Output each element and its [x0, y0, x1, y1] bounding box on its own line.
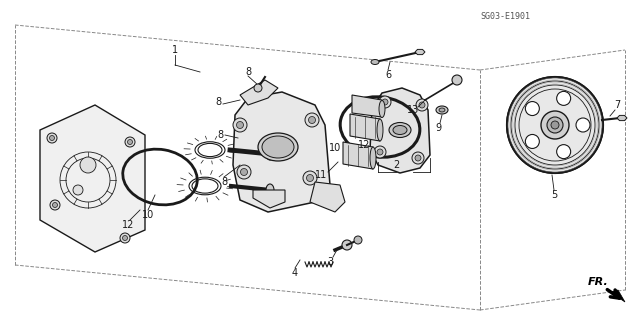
Ellipse shape — [371, 60, 379, 65]
Circle shape — [123, 236, 128, 241]
Circle shape — [525, 134, 539, 148]
Circle shape — [412, 152, 424, 164]
Text: SG03-E1901: SG03-E1901 — [480, 12, 530, 20]
Circle shape — [52, 203, 58, 207]
Text: 7: 7 — [614, 100, 620, 110]
Circle shape — [374, 146, 386, 158]
Circle shape — [541, 111, 569, 139]
Text: 8: 8 — [245, 67, 251, 77]
Ellipse shape — [393, 125, 407, 134]
Circle shape — [452, 75, 462, 85]
Circle shape — [507, 77, 603, 173]
Text: 6: 6 — [385, 70, 391, 80]
Text: 8: 8 — [221, 177, 227, 187]
Polygon shape — [310, 182, 345, 212]
Circle shape — [80, 157, 96, 173]
Text: 12: 12 — [122, 220, 134, 230]
Polygon shape — [350, 114, 380, 141]
Text: 12: 12 — [358, 140, 370, 150]
Polygon shape — [40, 105, 145, 252]
Text: 11: 11 — [315, 170, 327, 180]
Ellipse shape — [377, 119, 383, 141]
Circle shape — [382, 99, 388, 105]
Text: 10: 10 — [142, 210, 154, 220]
Ellipse shape — [266, 184, 274, 196]
Polygon shape — [240, 80, 278, 105]
Text: 2: 2 — [393, 160, 399, 170]
Circle shape — [305, 113, 319, 127]
Circle shape — [379, 96, 391, 108]
Circle shape — [254, 84, 262, 92]
Ellipse shape — [379, 100, 385, 117]
Circle shape — [240, 169, 247, 175]
Circle shape — [47, 133, 57, 143]
Circle shape — [576, 118, 590, 132]
Polygon shape — [253, 190, 285, 208]
Text: 1: 1 — [172, 45, 178, 55]
Circle shape — [128, 140, 132, 145]
Circle shape — [307, 174, 314, 181]
Circle shape — [237, 165, 251, 179]
Text: 4: 4 — [292, 268, 298, 278]
Circle shape — [354, 236, 362, 244]
Circle shape — [342, 240, 352, 250]
Polygon shape — [610, 290, 625, 302]
Text: FR.: FR. — [588, 277, 609, 287]
Circle shape — [50, 200, 60, 210]
Circle shape — [557, 92, 571, 105]
Circle shape — [377, 149, 383, 155]
Circle shape — [551, 121, 559, 129]
Ellipse shape — [439, 108, 445, 112]
Circle shape — [415, 155, 421, 161]
Ellipse shape — [258, 133, 298, 161]
Text: 10: 10 — [329, 143, 341, 153]
Polygon shape — [352, 95, 382, 117]
Circle shape — [525, 101, 539, 116]
Text: 8: 8 — [217, 130, 223, 140]
Ellipse shape — [389, 123, 411, 138]
Polygon shape — [617, 116, 627, 121]
Circle shape — [416, 99, 428, 111]
Circle shape — [419, 102, 425, 108]
Text: 13: 13 — [407, 105, 419, 115]
Circle shape — [547, 117, 563, 133]
Circle shape — [73, 185, 83, 195]
Polygon shape — [233, 92, 330, 212]
Ellipse shape — [436, 106, 448, 114]
Circle shape — [557, 145, 571, 159]
Circle shape — [303, 171, 317, 185]
Polygon shape — [370, 88, 430, 173]
Circle shape — [49, 135, 54, 140]
Circle shape — [120, 233, 130, 243]
Ellipse shape — [370, 147, 376, 169]
Circle shape — [233, 118, 247, 132]
Polygon shape — [343, 142, 373, 169]
Ellipse shape — [262, 136, 294, 158]
Polygon shape — [415, 49, 425, 55]
Text: 8: 8 — [215, 97, 221, 107]
Circle shape — [309, 116, 316, 124]
Text: 5: 5 — [551, 190, 557, 200]
Text: 3: 3 — [327, 257, 333, 267]
Circle shape — [236, 122, 243, 129]
Ellipse shape — [266, 148, 274, 160]
Circle shape — [125, 137, 135, 147]
Text: 9: 9 — [435, 123, 441, 133]
